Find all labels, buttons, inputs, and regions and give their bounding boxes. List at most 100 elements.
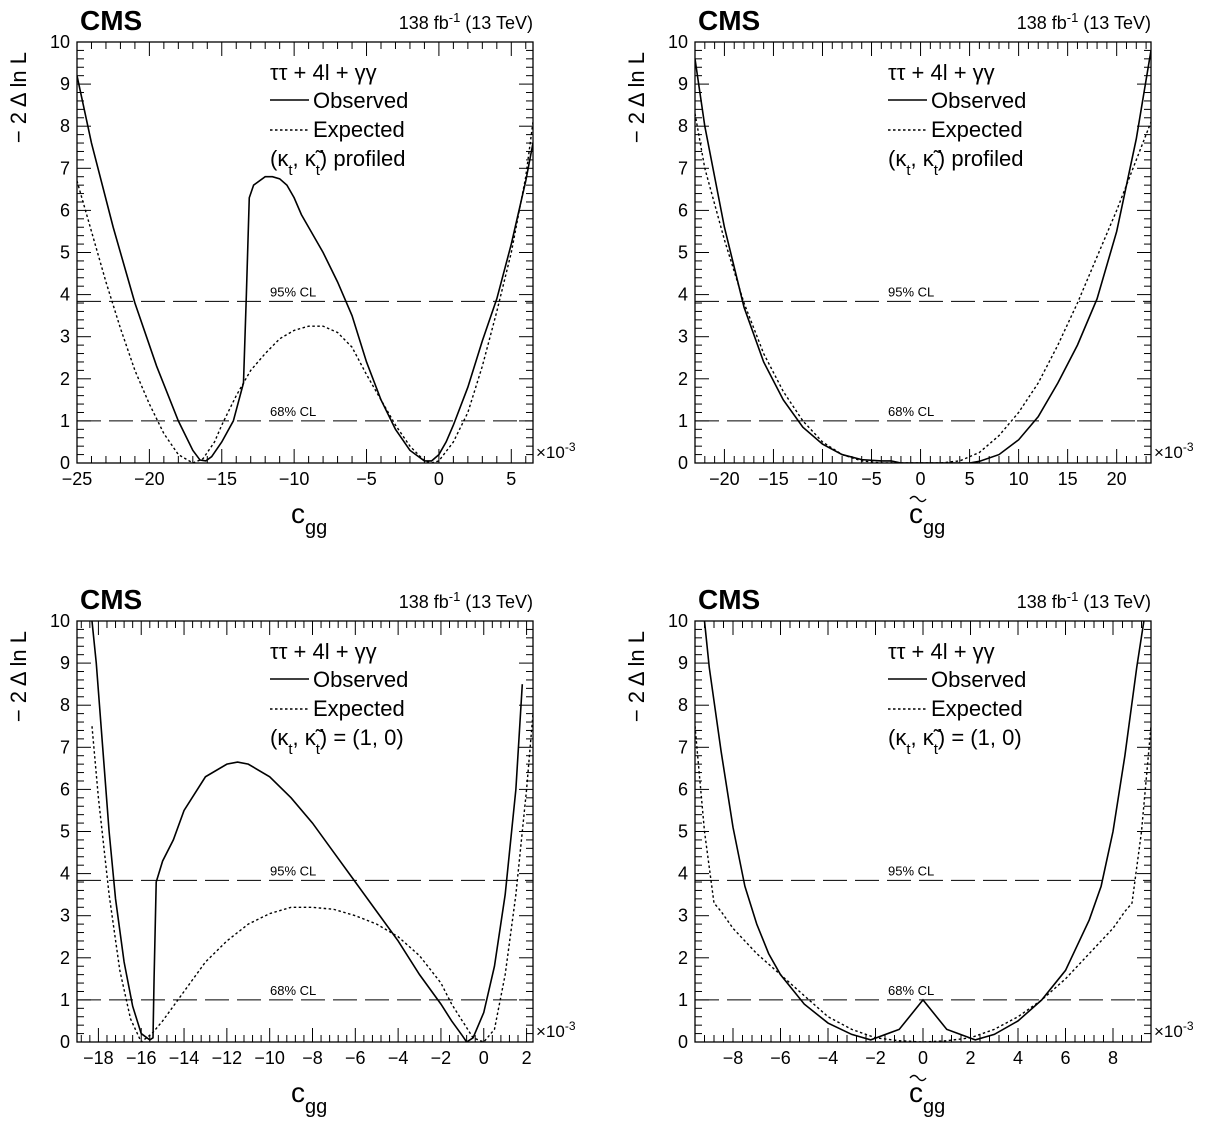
x-axis-label: cgg xyxy=(909,1077,945,1118)
x-tick-label: 0 xyxy=(434,469,444,489)
x-tick-label: −20 xyxy=(134,469,165,489)
luminosity-exponent: -1 xyxy=(449,10,461,25)
y-axis-label: − 2 Δ ln L xyxy=(624,52,649,143)
y-tick-label: 2 xyxy=(60,948,70,968)
energy-value: (13 TeV) xyxy=(1078,13,1151,33)
y-tick-label: 5 xyxy=(678,243,688,263)
legend-condition-part: (κ xyxy=(888,725,907,750)
y-tick-label: 0 xyxy=(678,453,688,473)
y-axis-label: − 2 Δ ln L xyxy=(6,52,31,143)
x-tick-label: −2 xyxy=(865,1048,886,1068)
x-tick-label: −20 xyxy=(709,469,740,489)
x-tick-label: 6 xyxy=(1060,1048,1070,1068)
y-tick-label: 6 xyxy=(678,200,688,220)
y-tick-label: 9 xyxy=(678,653,688,673)
y-tick-label: 6 xyxy=(678,779,688,799)
y-tick-label: 6 xyxy=(60,779,70,799)
x-axis-label-main: c xyxy=(291,1077,305,1108)
chart-panel-1: 0 1 2 3 4 5 6 7 8 9 10 −25 −20 −15 −10 −5 0 5 68% CL 95% CL… xyxy=(6,5,576,539)
y-tick-label: 10 xyxy=(50,32,70,52)
x-tick-label: −15 xyxy=(758,469,789,489)
x-tick-label: −6 xyxy=(770,1048,791,1068)
y-tick-label: 7 xyxy=(60,158,70,178)
x-tick-label: −10 xyxy=(807,469,838,489)
series-expected-line xyxy=(695,113,1151,463)
series-expected-line xyxy=(91,713,533,1042)
y-tick-label: 6 xyxy=(60,200,70,220)
x-tick-label: 20 xyxy=(1107,469,1127,489)
y-tick-label: 8 xyxy=(60,116,70,136)
x-tick-label: −12 xyxy=(212,1048,243,1068)
legend-condition: (κt, κ̃t) profiled xyxy=(270,146,406,179)
legend-condition: (κt, κ̃t) = (1, 0) xyxy=(270,725,404,758)
multiplier-base: ×10 xyxy=(536,1022,565,1041)
y-axis-label: − 2 Δ ln L xyxy=(624,631,649,722)
y-tick-label: 0 xyxy=(678,1032,688,1052)
y-tick-label: 9 xyxy=(60,74,70,94)
legend-condition-part: ) profiled xyxy=(320,146,406,171)
legend-condition-part: ) = (1, 0) xyxy=(938,725,1022,750)
multiplier-base: ×10 xyxy=(536,443,565,462)
legend-condition-subscript: t xyxy=(288,741,293,758)
x-tick-label: 0 xyxy=(479,1048,489,1068)
multiplier-exponent: -3 xyxy=(565,440,576,454)
x-axis-label: cgg xyxy=(291,498,327,539)
cl-label-cl95: 95% CL xyxy=(270,284,316,299)
y-tick-label: 4 xyxy=(678,285,688,305)
energy-value: (13 TeV) xyxy=(460,13,533,33)
luminosity-label: 138 fb-1 (13 TeV) xyxy=(1017,589,1151,613)
legend-process: ττ + 4l + γγ xyxy=(888,639,995,664)
legend-process: ττ + 4l + γγ xyxy=(270,60,377,85)
x-axis-multiplier: ×10-3 xyxy=(536,1019,576,1041)
x-tick-label: −18 xyxy=(83,1048,114,1068)
chart-panel-3: 0 1 2 3 4 5 6 7 8 9 10 −18 −16 −14 −12 −10 −8 −6 −4 −2 0 2 68%… xyxy=(6,584,576,1118)
luminosity-exponent: -1 xyxy=(449,589,461,604)
plot-frame xyxy=(694,41,1152,464)
y-tick-label: 3 xyxy=(678,327,688,347)
x-tick-label: −4 xyxy=(818,1048,839,1068)
chart-panel-2: 0 1 2 3 4 5 6 7 8 9 10 −20 −15 −10 −5 0 5 10 15 20 68% CL 95%… xyxy=(624,5,1194,539)
y-tick-label: 8 xyxy=(60,695,70,715)
legend-condition: (κt, κ̃t) = (1, 0) xyxy=(888,725,1022,758)
x-axis-label-main: c xyxy=(909,1077,923,1108)
y-tick-label: 1 xyxy=(678,411,688,431)
cl-label-cl95: 95% CL xyxy=(270,863,316,878)
energy-value: (13 TeV) xyxy=(1078,592,1151,612)
x-tick-label: −5 xyxy=(861,469,882,489)
y-tick-label: 9 xyxy=(678,74,688,94)
legend-condition-subscript: t xyxy=(316,741,321,758)
series-observed-line xyxy=(91,621,524,1042)
x-axis-label-tilde xyxy=(909,1074,927,1082)
luminosity-value: 138 fb xyxy=(1017,592,1067,612)
luminosity-value: 138 fb xyxy=(1017,13,1067,33)
plot-frame xyxy=(76,41,534,464)
x-tick-label: −6 xyxy=(345,1048,366,1068)
y-tick-label: 0 xyxy=(60,1032,70,1052)
x-tick-label: −15 xyxy=(206,469,237,489)
multiplier-exponent: -3 xyxy=(1183,1019,1194,1033)
cl-label-cl68: 68% CL xyxy=(270,983,316,998)
legend-condition-subscript: t xyxy=(906,741,911,758)
y-tick-label: 4 xyxy=(60,864,70,884)
legend-expected-label: Expected xyxy=(313,117,405,142)
multiplier-exponent: -3 xyxy=(565,1019,576,1033)
legend-observed-label: Observed xyxy=(313,88,408,113)
y-tick-label: 2 xyxy=(678,369,688,389)
x-tick-label: −8 xyxy=(302,1048,323,1068)
legend-condition-subscript: t xyxy=(906,162,911,179)
x-axis-label-subscript: gg xyxy=(923,1096,945,1118)
x-axis-label-main: c xyxy=(291,498,305,529)
x-tick-label: 5 xyxy=(506,469,516,489)
x-tick-label: −16 xyxy=(126,1048,157,1068)
x-axis-multiplier: ×10-3 xyxy=(1154,1019,1194,1041)
x-axis-multiplier: ×10-3 xyxy=(536,440,576,462)
y-tick-label: 7 xyxy=(678,737,688,757)
legend-process: ττ + 4l + γγ xyxy=(888,60,995,85)
x-axis-label-subscript: gg xyxy=(305,517,327,539)
energy-value: (13 TeV) xyxy=(460,592,533,612)
multiplier-base: ×10 xyxy=(1154,443,1183,462)
y-tick-label: 2 xyxy=(678,948,688,968)
chart-panel-4: 0 1 2 3 4 5 6 7 8 9 10 −8 −6 −4 −2 0 2 4 6 8 68% CL 95% CL CMS… xyxy=(624,584,1194,1118)
plot-frame xyxy=(76,620,534,1043)
x-tick-label: 0 xyxy=(918,1048,928,1068)
